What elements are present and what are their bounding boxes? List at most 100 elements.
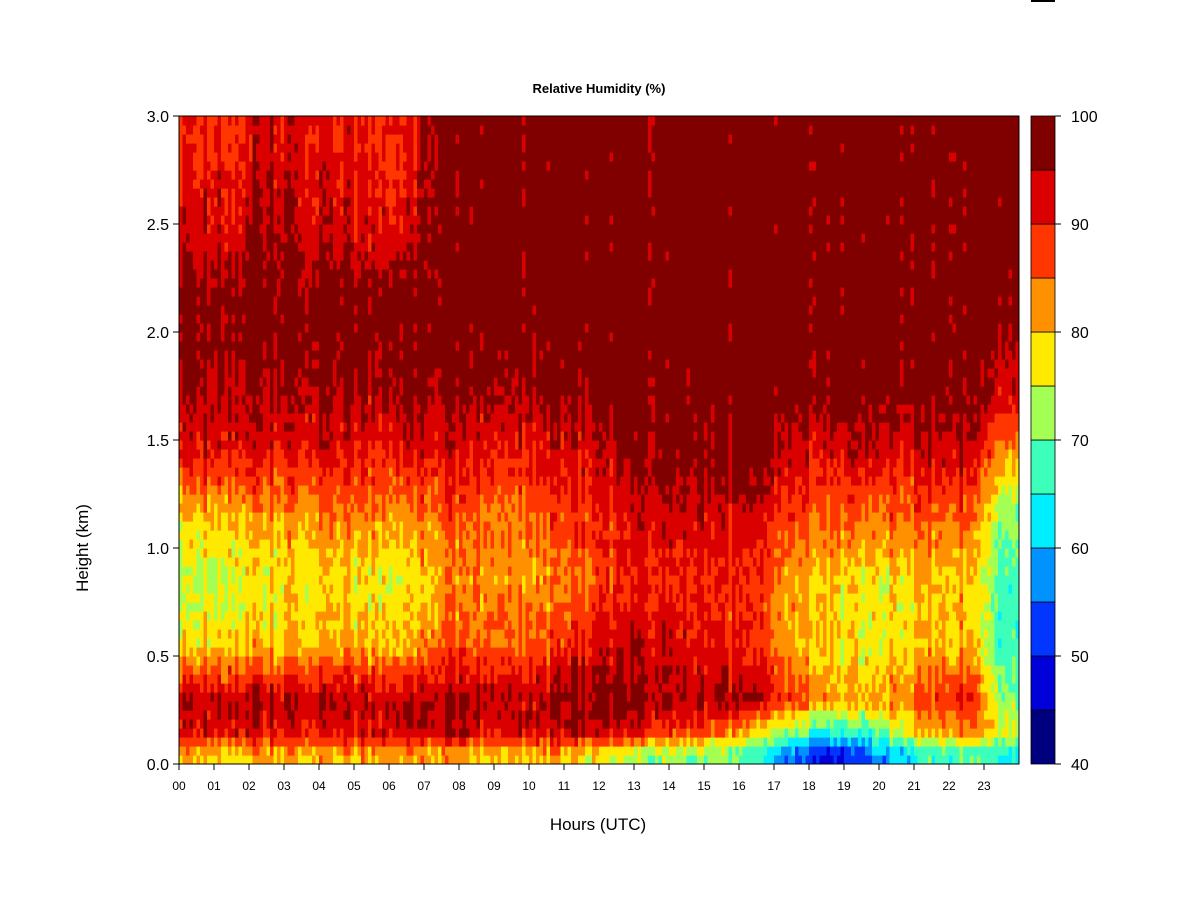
heatmap-cell xyxy=(340,197,345,207)
heatmap-cell xyxy=(301,296,306,306)
heatmap-cell xyxy=(259,656,264,666)
heatmap-cell xyxy=(403,269,408,279)
heatmap-cell xyxy=(389,215,394,225)
heatmap-cell xyxy=(410,242,415,252)
heatmap-cell xyxy=(347,674,352,684)
heatmap-cell xyxy=(329,620,334,630)
heatmap-cell xyxy=(228,386,233,396)
heatmap-cell xyxy=(417,116,422,126)
heatmap-cell xyxy=(420,548,425,558)
heatmap-cell xyxy=(336,665,341,675)
heatmap-cell xyxy=(329,719,334,729)
heatmap-cell xyxy=(368,161,373,171)
heatmap-cell xyxy=(196,278,201,288)
heatmap-cell xyxy=(273,701,278,711)
heatmap-cell xyxy=(364,242,369,252)
heatmap-cell xyxy=(277,647,282,657)
heatmap-cell xyxy=(228,179,233,189)
heatmap-cell xyxy=(357,242,362,252)
heatmap-cell xyxy=(298,458,303,468)
heatmap-cell xyxy=(214,116,219,126)
heatmap-cell xyxy=(252,503,257,513)
heatmap-cell xyxy=(308,449,313,459)
heatmap-cell xyxy=(371,485,376,495)
heatmap-cell xyxy=(217,728,222,738)
heatmap-cell xyxy=(350,143,355,153)
heatmap-cell xyxy=(368,647,373,657)
heatmap-cell xyxy=(231,701,236,711)
heatmap-cell xyxy=(319,458,324,468)
heatmap-cell xyxy=(364,530,369,540)
heatmap-cell xyxy=(291,719,296,729)
heatmap-cell xyxy=(336,611,341,621)
heatmap-cell xyxy=(242,152,247,162)
heatmap-cell xyxy=(368,395,373,405)
heatmap-cell xyxy=(242,755,247,764)
heatmap-cell xyxy=(242,431,247,441)
heatmap-cell xyxy=(308,512,313,522)
heatmap-cell xyxy=(217,215,222,225)
heatmap-cell xyxy=(245,503,250,513)
heatmap-cell xyxy=(186,125,191,135)
heatmap-cell xyxy=(200,485,205,495)
heatmap-cell xyxy=(259,458,264,468)
heatmap-cell xyxy=(403,368,408,378)
heatmap-cell xyxy=(357,746,362,756)
heatmap-cell xyxy=(245,323,250,333)
heatmap-cell xyxy=(385,359,390,369)
heatmap-cell xyxy=(301,584,306,594)
heatmap-cell xyxy=(280,287,285,297)
heatmap-cell xyxy=(354,332,359,342)
heatmap-cell xyxy=(413,458,418,468)
heatmap-cell xyxy=(242,125,247,135)
heatmap-cell xyxy=(301,449,306,459)
heatmap-cell xyxy=(200,251,205,261)
heatmap-cell xyxy=(224,710,229,720)
heatmap-cell xyxy=(361,431,366,441)
heatmap-cell xyxy=(259,296,264,306)
heatmap-cell xyxy=(221,566,226,576)
heatmap-cell xyxy=(203,602,208,612)
heatmap-cell xyxy=(326,746,331,756)
heatmap-cell xyxy=(242,215,247,225)
heatmap-cell xyxy=(196,674,201,684)
heatmap-cell xyxy=(214,134,219,144)
heatmap-cell xyxy=(242,638,247,648)
heatmap-cell xyxy=(399,521,404,531)
heatmap-cell xyxy=(256,287,261,297)
heatmap-cell xyxy=(249,467,254,477)
heatmap-cell xyxy=(350,674,355,684)
heatmap-cell xyxy=(193,422,198,432)
heatmap-cell xyxy=(322,683,327,693)
heatmap-cell xyxy=(343,647,348,657)
heatmap-cell xyxy=(406,449,411,459)
heatmap-cell xyxy=(343,386,348,396)
heatmap-cell xyxy=(217,593,222,603)
heatmap-cell xyxy=(291,683,296,693)
heatmap-cell xyxy=(406,548,411,558)
heatmap-cell xyxy=(189,341,194,351)
heatmap-cell xyxy=(231,152,236,162)
heatmap-cell xyxy=(189,197,194,207)
heatmap-cell xyxy=(196,440,201,450)
heatmap-cell xyxy=(336,242,341,252)
heatmap-cell xyxy=(280,494,285,504)
heatmap-cell xyxy=(333,593,338,603)
heatmap-cell xyxy=(312,449,317,459)
heatmap-cell xyxy=(312,161,317,171)
heatmap-cell xyxy=(364,350,369,360)
heatmap-cell xyxy=(277,656,282,666)
heatmap-cell xyxy=(305,287,310,297)
heatmap-cell xyxy=(221,233,226,243)
heatmap-cell xyxy=(200,701,205,711)
heatmap-cell xyxy=(364,314,369,324)
heatmap-cell xyxy=(392,251,397,261)
heatmap-cell xyxy=(312,467,317,477)
heatmap-cell xyxy=(249,287,254,297)
heatmap-cell xyxy=(214,377,219,387)
heatmap-cell xyxy=(364,287,369,297)
heatmap-cell xyxy=(263,359,268,369)
heatmap-cell xyxy=(245,530,250,540)
heatmap-cell xyxy=(256,314,261,324)
heatmap-cell xyxy=(396,683,401,693)
